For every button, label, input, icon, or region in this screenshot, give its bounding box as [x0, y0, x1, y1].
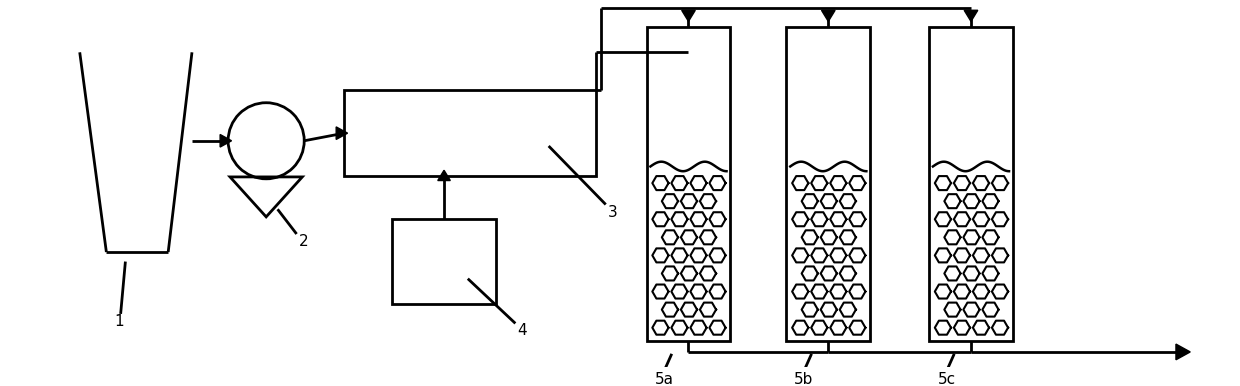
Text: 3: 3	[608, 205, 618, 220]
Polygon shape	[822, 10, 835, 21]
Bar	[646, 27, 730, 340]
Text: 5b: 5b	[795, 372, 813, 386]
Bar	[786, 27, 870, 340]
Polygon shape	[221, 134, 232, 147]
Bar	[929, 27, 1013, 340]
Polygon shape	[965, 10, 978, 21]
Bar	[392, 219, 496, 305]
Bar	[345, 90, 596, 176]
Polygon shape	[1176, 344, 1190, 360]
Text: 5c: 5c	[937, 372, 956, 386]
Text: 5a: 5a	[655, 372, 673, 386]
Polygon shape	[438, 170, 450, 181]
Text: 1: 1	[114, 314, 124, 329]
Text: 2: 2	[299, 234, 308, 249]
Polygon shape	[336, 127, 347, 139]
Polygon shape	[682, 10, 696, 21]
Text: 4: 4	[517, 323, 527, 339]
